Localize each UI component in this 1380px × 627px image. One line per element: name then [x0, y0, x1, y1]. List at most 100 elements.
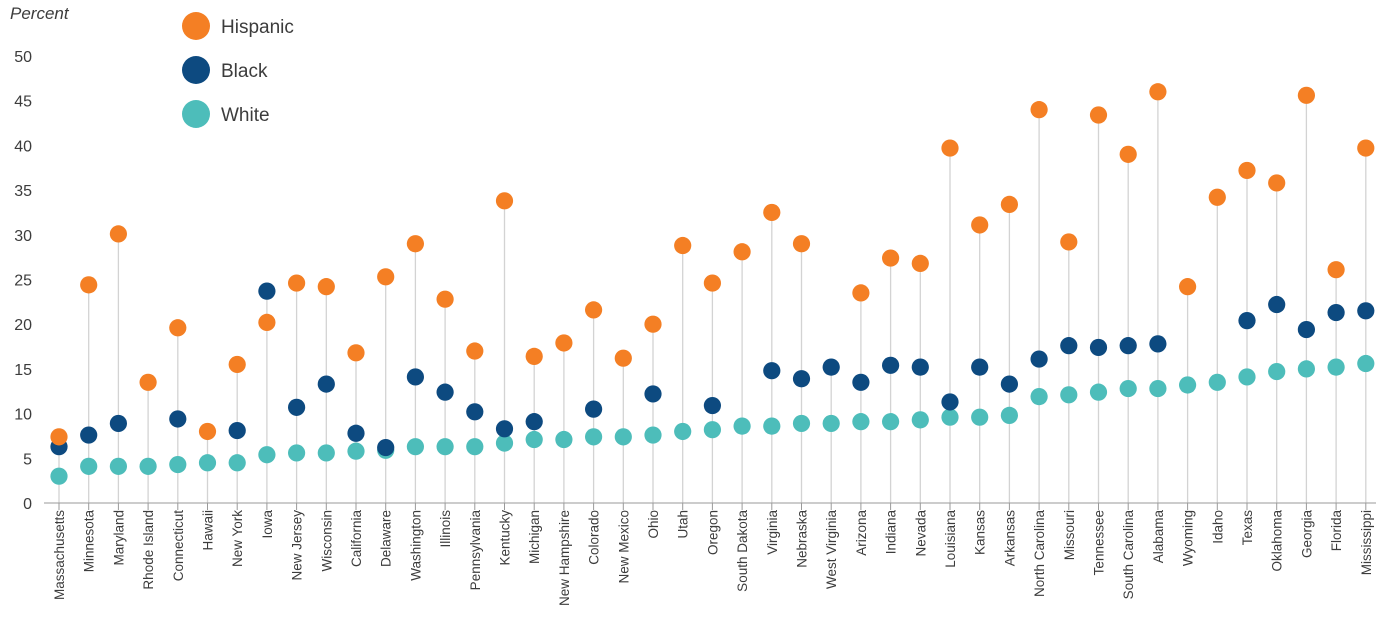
y-tick-label: 10	[14, 407, 32, 424]
point-hispanic	[436, 290, 454, 308]
point-white	[644, 426, 662, 444]
point-black	[852, 373, 870, 391]
point-hispanic	[614, 349, 632, 367]
point-hispanic	[495, 192, 514, 210]
point-white	[495, 434, 514, 452]
y-tick-label: 5	[23, 451, 32, 468]
point-hispanic	[109, 225, 127, 243]
x-tick-label: West Virginia	[824, 510, 839, 590]
point-hispanic	[644, 315, 662, 333]
point-hispanic	[1297, 86, 1315, 104]
point-white	[941, 408, 959, 426]
x-tick-label: New York	[230, 510, 245, 567]
x-tick-label: Maryland	[111, 510, 126, 566]
point-hispanic	[1238, 161, 1256, 180]
point-black	[1297, 320, 1315, 339]
point-black	[377, 438, 395, 457]
point-hispanic	[911, 254, 929, 273]
point-white	[109, 457, 127, 475]
point-hispanic	[525, 347, 543, 365]
point-white	[466, 438, 484, 456]
point-black	[1000, 375, 1019, 393]
point-hispanic	[1030, 101, 1048, 119]
point-black	[317, 375, 335, 393]
x-tick-label: Nebraska	[795, 510, 810, 568]
point-hispanic	[466, 342, 484, 360]
point-white	[1089, 383, 1108, 401]
x-tick-label: Delaware	[379, 510, 394, 567]
point-black	[228, 421, 246, 440]
point-white	[852, 413, 870, 431]
point-white	[792, 414, 811, 433]
point-white	[1179, 376, 1197, 394]
x-tick-label: North Carolina	[1032, 510, 1047, 598]
point-black	[1149, 335, 1167, 353]
point-black	[288, 398, 306, 416]
point-hispanic	[1208, 188, 1226, 206]
x-tick-label: Ohio	[646, 510, 661, 539]
data-points	[50, 83, 1375, 485]
x-tick-label: Massachusetts	[52, 510, 67, 600]
point-black	[585, 400, 603, 418]
x-tick-label: South Carolina	[1121, 510, 1136, 600]
x-tick-label: Idaho	[1210, 510, 1225, 544]
point-hispanic	[852, 284, 870, 302]
x-axis: Massachusetts Minnesota Maryland Rhode Isla…	[44, 502, 1376, 606]
point-white	[1208, 373, 1226, 391]
point-white	[1297, 360, 1315, 378]
point-hispanic	[228, 355, 246, 374]
point-black	[1357, 302, 1375, 320]
point-black	[109, 414, 127, 433]
point-hispanic	[792, 235, 811, 253]
point-white	[911, 411, 929, 429]
point-black	[1268, 295, 1286, 314]
x-tick-label: Mississippi	[1359, 510, 1374, 575]
point-white	[733, 417, 751, 435]
point-hispanic	[1357, 139, 1375, 157]
point-black	[1089, 338, 1108, 357]
point-white	[288, 444, 306, 462]
point-black	[763, 362, 781, 380]
point-black	[406, 368, 424, 386]
point-black	[1238, 312, 1256, 330]
point-white	[436, 438, 454, 456]
y-tick-label: 30	[14, 228, 32, 245]
x-tick-label: Arizona	[854, 510, 869, 556]
point-white	[525, 430, 543, 449]
point-black	[347, 424, 365, 442]
point-hispanic	[555, 334, 573, 352]
point-black	[436, 383, 454, 401]
point-hispanic	[1089, 106, 1108, 124]
y-tick-label: 20	[14, 317, 32, 334]
point-black	[495, 420, 514, 438]
x-tick-label: Illinois	[438, 510, 453, 548]
point-hispanic	[1149, 83, 1167, 101]
point-hispanic	[198, 422, 217, 441]
point-hispanic	[1179, 278, 1197, 296]
point-white	[1000, 406, 1019, 424]
point-hispanic	[50, 428, 68, 446]
point-hispanic	[347, 344, 365, 362]
point-white	[614, 428, 632, 446]
point-black	[822, 358, 840, 376]
point-white	[1268, 362, 1286, 381]
point-white	[1327, 358, 1345, 376]
x-tick-label: Louisiana	[943, 510, 958, 568]
point-black	[525, 413, 543, 431]
point-hispanic	[941, 139, 959, 157]
point-hispanic	[377, 268, 395, 286]
point-white	[971, 408, 989, 426]
y-tick-label: 50	[14, 49, 32, 66]
x-tick-label: Utah	[676, 510, 691, 539]
point-hispanic	[1060, 233, 1078, 251]
x-tick-label: Colorado	[587, 510, 602, 565]
point-white	[1060, 386, 1078, 404]
y-tick-label: 45	[14, 94, 32, 111]
point-black	[169, 410, 187, 428]
x-tick-label: Texas	[1240, 510, 1255, 546]
point-black	[80, 426, 98, 444]
point-white	[347, 442, 365, 460]
y-tick-label: 15	[14, 362, 32, 379]
x-tick-label: New Jersey	[290, 510, 305, 581]
x-tick-label: Alabama	[1151, 510, 1166, 564]
